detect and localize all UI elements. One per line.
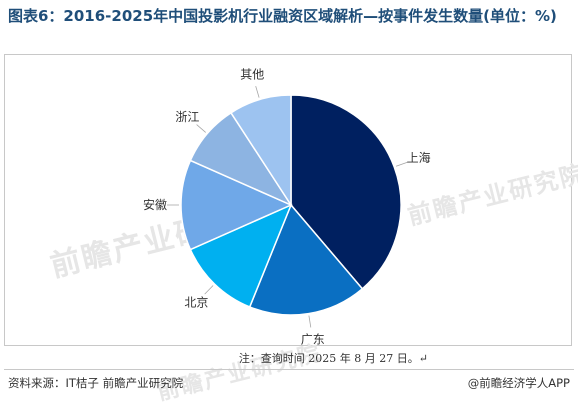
slice-label: 其他 (240, 68, 264, 82)
leader-line (255, 85, 260, 98)
query-note: 注：查询时间 2025 年 8 月 27 日。↵ (238, 352, 428, 365)
pie-slices (180, 94, 402, 316)
pie-slice (290, 94, 402, 290)
footer-divider (4, 369, 574, 370)
leader-line (196, 124, 206, 133)
leader-line (308, 315, 312, 328)
chart-title: 图表6：2016-2025年中国投影机行业融资区域解析—按事件发生数量(单位：%… (8, 7, 557, 25)
pie-slice (229, 94, 292, 208)
slice-label: 上海 (407, 150, 431, 165)
slice-label: 广东 (301, 332, 325, 346)
chart-frame: 前瞻产业研究院 前瞻产业研究院 前瞻产业研究院 (4, 54, 578, 406)
pie-slice (180, 159, 293, 251)
leader-line (395, 161, 408, 167)
leader-line (204, 285, 214, 295)
pie-slice (248, 203, 364, 316)
pie-slice (189, 203, 293, 308)
slice-label: 北京 (184, 296, 208, 310)
brand-text: @前瞻经济学人APP (467, 376, 570, 390)
leader-lines (167, 85, 408, 328)
slice-label: 安徽 (143, 197, 167, 212)
slice-label: 浙江 (175, 110, 199, 124)
source-text: 资料来源：IT桔子 前瞻产业研究院 (8, 376, 184, 390)
